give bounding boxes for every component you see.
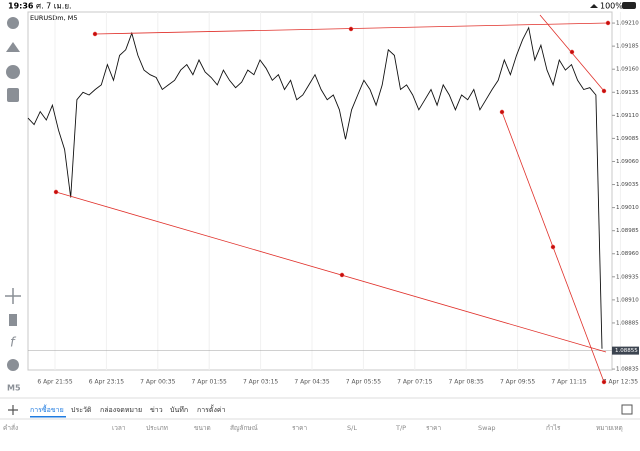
- tab[interactable]: การซื้อขาย: [30, 403, 64, 414]
- column-header: คำสั่ง: [3, 423, 18, 432]
- indicator-icon[interactable]: f: [10, 336, 17, 351]
- anchor[interactable]: [601, 379, 607, 385]
- account-icon[interactable]: [7, 17, 19, 29]
- x-tick-label: 7 Apr 08:35: [449, 379, 484, 386]
- column-header: S/L: [347, 424, 357, 432]
- y-tick-label: 1.09210: [616, 21, 639, 27]
- battery-text: 100%: [600, 2, 623, 11]
- tab[interactable]: บันทึก: [170, 405, 188, 414]
- anchor[interactable]: [92, 31, 98, 37]
- add-button[interactable]: [8, 405, 18, 415]
- tab[interactable]: การตั้งค่า: [197, 403, 226, 414]
- column-header: ประเภท: [146, 424, 168, 432]
- y-tick-label: 1.08835: [616, 367, 639, 373]
- symbol-label: EURUSDm, M5: [30, 14, 77, 22]
- column-header: ราคา: [292, 424, 307, 432]
- trade-icon[interactable]: [6, 42, 20, 52]
- tab[interactable]: กล่องจดหมาย: [100, 406, 142, 414]
- anchor[interactable]: [339, 272, 345, 278]
- x-tick-label: 7 Apr 11:15: [551, 379, 586, 386]
- y-tick-label: 1.08935: [616, 274, 639, 280]
- price-line: [27, 26, 603, 349]
- candles-icon[interactable]: [9, 314, 17, 326]
- plot: 6 Apr 21:55 6 Apr 23:15 7 Apr 00:35 7 Apr 0…: [27, 12, 639, 386]
- chart-frame: [27, 11, 613, 371]
- x-tick-label: 6 Apr 21:55: [37, 379, 72, 386]
- x-tick-label: 7 Apr 12:35: [603, 379, 638, 386]
- x-tick-label: 7 Apr 03:15: [243, 379, 278, 386]
- tabs: การซื้อขาย ประวัติ กล่องจดหมาย ข่าว บันทึก กา…: [30, 403, 226, 418]
- new-order-icon[interactable]: [7, 88, 19, 102]
- crosshair-icon[interactable]: [5, 288, 21, 304]
- panel-icon[interactable]: [621, 404, 633, 415]
- anchor[interactable]: [499, 109, 505, 115]
- objects-icon[interactable]: [7, 359, 19, 371]
- column-header: ราคา: [426, 424, 441, 432]
- anchor[interactable]: [348, 26, 354, 32]
- y-tick-label: 1.09010: [616, 205, 639, 211]
- clock: 19:36: [8, 2, 34, 11]
- x-tick-label: 7 Apr 04:35: [294, 379, 329, 386]
- column-header: Swap: [478, 424, 496, 432]
- y-tick-label: 1.09060: [616, 159, 639, 165]
- anchor[interactable]: [550, 244, 556, 250]
- tab-underline: [30, 416, 66, 418]
- column-header: ขนาด: [194, 424, 211, 432]
- date: ศ. 7 เม.ย.: [36, 2, 72, 11]
- timeframe[interactable]: M5: [7, 384, 21, 393]
- anchor[interactable]: [601, 88, 607, 94]
- column-header: เวลา: [112, 424, 126, 432]
- y-tick-label: 1.08985: [616, 228, 639, 234]
- column-header: หมายเหตุ: [596, 424, 623, 432]
- column-header: สัญลักษณ์: [230, 424, 258, 432]
- anchor[interactable]: [53, 189, 59, 195]
- x-tick-label: 7 Apr 00:35: [140, 379, 175, 386]
- x-tick-label: 6 Apr 23:15: [89, 379, 124, 386]
- sidebar: f: [5, 17, 21, 371]
- x-tick-label: 7 Apr 01:55: [192, 379, 227, 386]
- battery-icon: [622, 2, 636, 9]
- current-price: 1.08855: [615, 348, 638, 354]
- x-tick-label: 7 Apr 05:55: [346, 379, 381, 386]
- price-badge: [612, 346, 639, 355]
- y-tick-label: 1.09035: [616, 182, 639, 188]
- tab[interactable]: ประวัติ: [71, 406, 92, 414]
- y-tick-label: 1.09185: [616, 44, 639, 50]
- y-tick-label: 1.08910: [616, 297, 639, 303]
- x-tick-label: 7 Apr 09:55: [500, 379, 535, 386]
- columns: คำสั่ง เวลา ประเภท ขนาด สัญลักษณ์ ราคา S/L T/P ร…: [3, 423, 623, 432]
- x-tick-label: 7 Apr 07:15: [397, 379, 432, 386]
- y-tick-label: 1.09085: [616, 136, 639, 142]
- wifi-icon: [590, 4, 598, 8]
- y-tick-label: 1.08960: [616, 251, 639, 257]
- trendlines: [53, 14, 611, 385]
- y-tick-label: 1.09135: [616, 90, 639, 96]
- y-tick-label: 1.08885: [616, 320, 639, 326]
- column-header: กำไร: [546, 424, 561, 432]
- trendline: [55, 191, 607, 353]
- chat-icon[interactable]: [6, 65, 20, 79]
- y-tick-label: 1.09110: [616, 113, 639, 119]
- anchor[interactable]: [605, 20, 611, 26]
- tab[interactable]: ข่าว: [150, 406, 163, 414]
- anchor[interactable]: [569, 49, 575, 55]
- y-tick-label: 1.09160: [616, 67, 639, 73]
- column-header: T/P: [395, 424, 406, 432]
